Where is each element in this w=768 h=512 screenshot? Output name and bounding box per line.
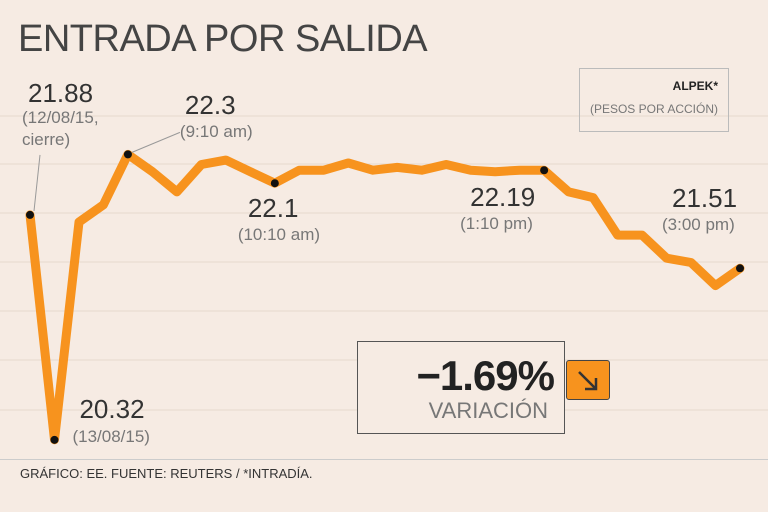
annotation: (1:10 pm): [460, 214, 533, 234]
annotation: (10:10 am): [237, 225, 321, 245]
data-label: 21.88: [28, 77, 94, 108]
legend-subtitle: (PESOS POR ACCIÓN): [589, 102, 718, 116]
point: [50, 435, 59, 444]
data-label: 21.51: [672, 183, 738, 214]
data-label: 20.32: [79, 393, 145, 424]
annotation: (12/08/15, cierre): [22, 107, 99, 149]
change-value: −1.69%: [416, 352, 555, 399]
legend: ALPEK* (PESOS POR ACCIÓN): [579, 68, 729, 132]
data-label: 22.19: [470, 182, 536, 213]
point: [736, 264, 744, 273]
data-label: 22.1: [247, 193, 299, 224]
change-box: −1.69% VARIACIÓN: [357, 341, 565, 434]
chart-title: ENTRADA POR SALIDA: [18, 18, 428, 60]
leader-line: [33, 154, 41, 211]
legend-entry: ALPEK*: [672, 79, 718, 93]
down-arrow: [566, 360, 610, 400]
leader-line: [131, 131, 181, 153]
point: [123, 150, 132, 159]
data-label: 22.3: [184, 90, 236, 121]
annotation: (9:10 am): [179, 122, 253, 142]
change-label: VARIACIÓN: [428, 398, 548, 423]
point: [540, 166, 549, 175]
point: [26, 210, 34, 219]
line: [25, 149, 745, 445]
annotation: (13/08/15): [72, 426, 150, 446]
divider: [0, 459, 768, 460]
source-note: GRÁFICO: EE. FUENTE: REUTERS / *INTRADÍA…: [20, 466, 313, 481]
point: [270, 179, 279, 188]
annotation: (3:00 pm): [662, 215, 735, 235]
